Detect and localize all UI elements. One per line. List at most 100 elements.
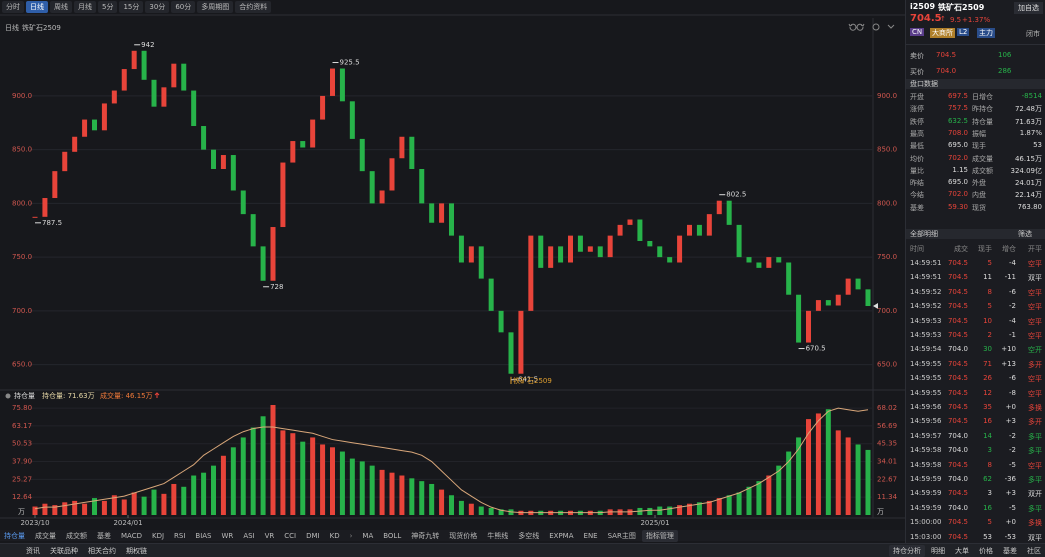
- bottom-tab[interactable]: 明细: [931, 547, 945, 555]
- stat-label: 均价: [910, 154, 924, 163]
- add-watch[interactable]: 加自选: [1014, 2, 1043, 14]
- candle: [736, 224, 742, 258]
- candle: [52, 171, 58, 199]
- candle: [151, 79, 157, 107]
- y2-tick-label: 56.69: [877, 422, 897, 430]
- toolbar-button[interactable]: 合约资料: [235, 1, 272, 13]
- candle: [538, 235, 544, 268]
- x-tick-label: 2024/01: [113, 519, 142, 527]
- overlay-tab[interactable]: 牛熊线: [487, 531, 509, 540]
- toolbar-button[interactable]: 日线: [26, 1, 48, 13]
- indicator-tab[interactable]: KD: [329, 531, 340, 540]
- trade-price: 704.5: [947, 359, 968, 368]
- candle: [726, 200, 732, 225]
- trade-time: 15:03:00: [910, 532, 942, 541]
- trade-oi-change: +0: [1005, 518, 1016, 527]
- indicator-tab[interactable]: 基差: [97, 531, 111, 540]
- indicator-tab[interactable]: MACD: [121, 531, 142, 540]
- overlay-tab[interactable]: ENE: [583, 531, 598, 540]
- candle: [667, 257, 673, 263]
- toolbar-button[interactable]: 60分: [171, 1, 196, 13]
- indicator-tab[interactable]: WR: [221, 531, 234, 540]
- candle: [558, 246, 564, 263]
- stat-value: 702.0: [947, 153, 968, 162]
- manage-button[interactable]: 指标管理: [641, 529, 678, 542]
- volume-bar: [706, 500, 712, 515]
- toolbar-button[interactable]: 5分: [98, 1, 118, 13]
- volume-bar: [72, 500, 78, 515]
- trade-volume: 14: [983, 431, 992, 440]
- y2-tick-label: 11.34: [877, 493, 898, 501]
- trade-volume: 71: [983, 359, 992, 368]
- volume-bar: [677, 505, 683, 515]
- toolbar-button[interactable]: 分时: [2, 1, 24, 13]
- candle: [389, 158, 395, 191]
- candle: [696, 224, 702, 236]
- overlay-tab[interactable]: SAR主图: [607, 531, 636, 540]
- candle: [518, 310, 524, 374]
- y-tick-label: 700.0: [877, 307, 897, 315]
- y2-tick-label: 68.02: [877, 404, 897, 412]
- trade-price: 704.5: [947, 302, 968, 311]
- bottom-link[interactable]: 期权链: [126, 547, 147, 555]
- candle: [290, 141, 296, 163]
- volume-bar: [379, 469, 385, 515]
- candle: [121, 69, 127, 91]
- indicator-tab[interactable]: CCI: [284, 531, 297, 540]
- indicator-tab[interactable]: BIAS: [195, 531, 212, 540]
- toolbar-button[interactable]: 30分: [145, 1, 170, 13]
- toolbar-button[interactable]: 15分: [119, 1, 144, 13]
- candle: [171, 63, 177, 88]
- trade-time: 14:59:55: [910, 374, 942, 383]
- toolbar-button[interactable]: 多周期图: [197, 1, 234, 13]
- volume-bar: [399, 475, 405, 515]
- indicator-tab[interactable]: 成交量: [35, 531, 56, 540]
- bottom-link[interactable]: 资讯: [26, 547, 40, 555]
- trade-type: 多平: [1028, 476, 1042, 484]
- unit-label: 万: [18, 508, 25, 516]
- trade-oi-change: -6: [1009, 374, 1016, 383]
- indicator-tab[interactable]: ASI: [243, 531, 255, 540]
- bottom-tab[interactable]: 持仓分析: [889, 545, 925, 557]
- bottom-tab[interactable]: 价格: [979, 547, 993, 555]
- column-header: 现手: [978, 245, 992, 253]
- toolbar-icons: [848, 23, 895, 31]
- candle: [300, 141, 306, 148]
- bottom-link[interactable]: 相关合约: [88, 547, 116, 555]
- indicator-tab[interactable]: 持仓量: [4, 531, 25, 540]
- bottom-link[interactable]: 关联品种: [50, 547, 78, 555]
- trade-type: 多平: [1028, 432, 1042, 441]
- last-price-marker: [873, 303, 878, 309]
- trade-price: 704.5: [947, 518, 968, 527]
- filter-button[interactable]: 筛选: [1018, 230, 1032, 238]
- indicator-tab[interactable]: KDJ: [151, 531, 165, 540]
- overlay-tab[interactable]: MA: [362, 531, 374, 540]
- volume-bar: [151, 489, 157, 515]
- candle: [776, 257, 782, 263]
- bottom-tab[interactable]: 基差: [1003, 547, 1017, 555]
- overlay-tab[interactable]: BOLL: [383, 531, 402, 540]
- volume-bar: [716, 498, 722, 515]
- trade-oi-change: +13: [1001, 359, 1016, 368]
- oi-line: [34, 407, 869, 514]
- indicator-tab[interactable]: DMI: [306, 531, 320, 540]
- candle: [82, 119, 88, 137]
- bottom-tab[interactable]: 社区: [1027, 547, 1041, 555]
- candle: [419, 169, 425, 204]
- bottom-tab[interactable]: 大单: [955, 547, 969, 555]
- indicator-tab[interactable]: RSI: [174, 531, 186, 540]
- overlay-tab[interactable]: 多空线: [518, 531, 540, 540]
- stat-label: 外盘: [972, 179, 986, 188]
- stat-label: 涨停: [910, 105, 924, 114]
- price-label: 641.5: [518, 376, 538, 384]
- indicator-tab[interactable]: 成交额: [66, 531, 87, 540]
- overlay-tab[interactable]: 神奇九转: [411, 531, 440, 540]
- trade-time: 14:59:59: [910, 475, 942, 483]
- toolbar-button[interactable]: 月线: [74, 1, 96, 13]
- overlay-tab[interactable]: EXPMA: [549, 531, 574, 540]
- trade-price: 704.5: [947, 273, 968, 282]
- indicator-tab[interactable]: VR: [264, 531, 275, 540]
- candle: [706, 214, 712, 236]
- toolbar-button[interactable]: 周线: [50, 1, 72, 13]
- overlay-tab[interactable]: 现货价格: [449, 531, 478, 540]
